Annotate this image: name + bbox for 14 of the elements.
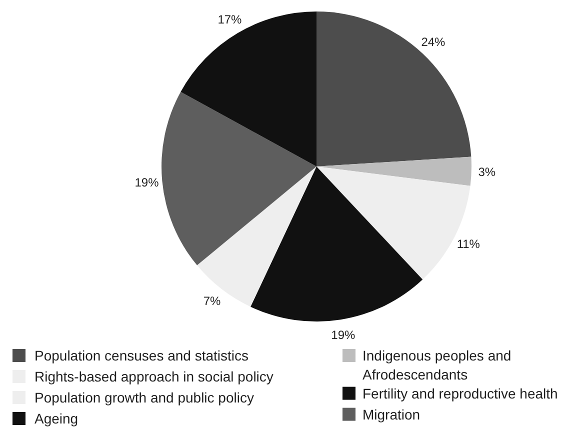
legend-label: Ageing	[34, 410, 78, 426]
legend-label: Migration	[362, 406, 420, 422]
data-label: 11%	[456, 236, 480, 251]
data-label: 3%	[478, 164, 496, 179]
legend-label: Rights-based approach in social policy	[34, 368, 274, 384]
legend-label: Fertility and reproductive health	[362, 385, 558, 402]
data-label: 24%	[421, 35, 446, 50]
legend-label: Indigenous peoples and Afrodescendants	[362, 348, 512, 383]
data-label: 19%	[134, 176, 160, 190]
legend-label: Population growth and public policy	[34, 390, 254, 406]
data-label: 7%	[203, 294, 221, 308]
legend-label: Population censuses and statistics	[34, 348, 249, 364]
data-label: 17%	[218, 12, 242, 27]
data-label: 19%	[331, 328, 356, 342]
